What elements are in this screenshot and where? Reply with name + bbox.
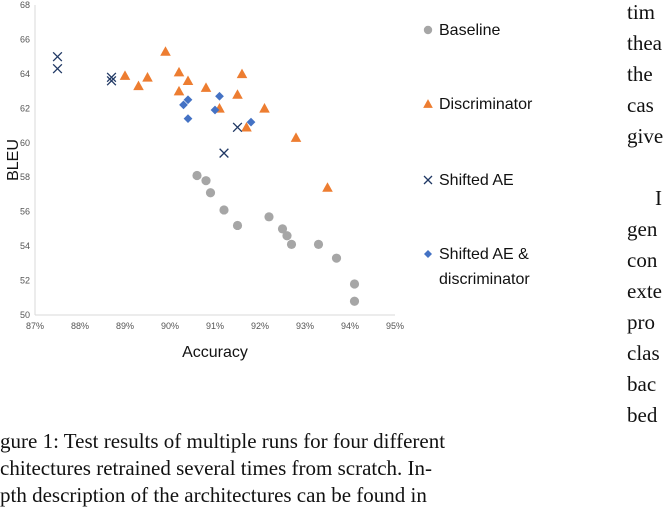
- y-tick-label: 50: [20, 310, 30, 320]
- side-text-line: tim: [627, 0, 656, 24]
- y-tick-label: 52: [20, 276, 30, 286]
- caption-line: chitectures retrained several times from…: [0, 456, 433, 480]
- side-text-line: give: [627, 124, 664, 148]
- legend-shifted-ae-discriminator-marker: [424, 250, 432, 258]
- shifted-ae-discriminator-point: [246, 117, 256, 127]
- shifted-ae-discriminator-point: [210, 105, 220, 115]
- shifted-ae-point: [219, 148, 229, 158]
- discriminator-point: [182, 75, 194, 86]
- side-text-line: thea: [627, 31, 662, 55]
- side-text-line: gen: [627, 217, 658, 241]
- baseline-point: [331, 253, 342, 263]
- legend-shifted-ae-discriminator-label: Shifted AE &: [439, 246, 529, 263]
- y-tick-label: 60: [20, 138, 30, 148]
- discriminator-point: [133, 80, 144, 91]
- shifted-ae-discriminator-point: [215, 91, 224, 101]
- y-tick-label: 68: [20, 0, 30, 10]
- shifted-ae-point: [106, 72, 117, 83]
- x-tick-label: 93%: [296, 321, 314, 331]
- discriminator-point: [232, 89, 243, 99]
- y-tick-label: 64: [20, 69, 30, 79]
- legend-shifted-ae-discriminator-label: discriminator: [439, 271, 530, 288]
- y-tick-label: 66: [20, 34, 30, 44]
- discriminator-point: [259, 103, 270, 113]
- caption-line: pth description of the architectures can…: [0, 483, 427, 507]
- shifted-ae-discriminator-point: [179, 100, 188, 110]
- discriminator-point: [160, 46, 171, 56]
- shifted-ae-point: [232, 122, 243, 133]
- baseline-point: [313, 239, 324, 249]
- discriminator-point: [173, 85, 185, 96]
- caption-line: gure 1: Test results of multiple runs fo…: [0, 429, 446, 453]
- side-text-line: bed: [627, 403, 658, 427]
- baseline-point: [232, 220, 243, 231]
- y-tick-label: 56: [20, 207, 30, 217]
- discriminator-point: [322, 182, 333, 192]
- side-text-line: cas: [627, 93, 654, 117]
- side-text-line: I: [655, 186, 662, 210]
- x-tick-label: 90%: [161, 321, 179, 331]
- baseline-point: [349, 279, 360, 289]
- y-tick-label: 58: [20, 172, 30, 182]
- baseline-point: [264, 212, 274, 222]
- scatter-chart: 50 52 54 56 58 60 62 64 66 68 87% 88% 89% 90% 91% 92% 9…: [5, 0, 533, 361]
- baseline-point: [192, 170, 202, 181]
- discriminator-point: [290, 132, 302, 142]
- discriminator-point: [200, 82, 212, 92]
- discriminator-point: [241, 121, 252, 132]
- legend-shifted-ae-label: Shifted AE: [439, 172, 514, 189]
- x-tick-label: 95%: [386, 321, 404, 331]
- shifted-ae-discriminator-point: [183, 114, 193, 124]
- x-tick-label: 87%: [26, 321, 44, 331]
- baseline-point: [201, 176, 211, 186]
- legend-shifted-ae-marker: [423, 175, 433, 185]
- baseline-point: [282, 231, 292, 241]
- discriminator-point: [119, 70, 131, 80]
- x-tick-label: 94%: [341, 321, 359, 331]
- side-text-line: con: [627, 248, 658, 272]
- y-tick-label: 62: [20, 103, 30, 113]
- legend-baseline-label: Baseline: [439, 22, 500, 39]
- legend-discriminator-marker: [423, 99, 433, 108]
- side-text-line: bac: [627, 372, 657, 396]
- x-tick-labels: 87% 88% 89% 90% 91% 92% 93% 94% 95%: [26, 321, 404, 331]
- legend-baseline-marker: [423, 25, 433, 35]
- y-tick-label: 54: [20, 241, 30, 251]
- plot-area: [34, 5, 395, 316]
- baseline-point: [277, 224, 288, 234]
- x-tick-label: 88%: [71, 321, 89, 331]
- baseline-point: [205, 188, 216, 198]
- side-text-line: pro: [627, 310, 655, 334]
- shifted-ae-point: [106, 75, 117, 86]
- x-tick-label: 91%: [206, 321, 224, 331]
- baseline-point: [286, 239, 297, 249]
- x-tick-label: 92%: [251, 321, 269, 331]
- data-points: [52, 46, 360, 306]
- shifted-ae-point: [52, 51, 63, 62]
- discriminator-point: [173, 66, 185, 77]
- side-text-line: the: [627, 62, 653, 86]
- side-text-line: exte: [627, 279, 662, 303]
- shifted-ae-discriminator-point: [183, 95, 193, 105]
- baseline-point: [349, 296, 360, 306]
- discriminator-point: [236, 68, 248, 79]
- y-axis-title: BLEU: [5, 139, 22, 181]
- x-axis-title: Accuracy: [182, 344, 248, 361]
- shifted-ae-point: [52, 63, 63, 74]
- baseline-point: [219, 205, 229, 215]
- x-tick-label: 89%: [116, 321, 134, 331]
- y-tick-labels: 50 52 54 56 58 60 62 64 66 68: [20, 0, 30, 320]
- legend-discriminator-label: Discriminator: [439, 96, 533, 113]
- discriminator-point: [142, 72, 153, 82]
- side-text-line: clas: [627, 341, 660, 365]
- legend: Baseline Discriminator Shifted AE Shifted A…: [423, 22, 533, 288]
